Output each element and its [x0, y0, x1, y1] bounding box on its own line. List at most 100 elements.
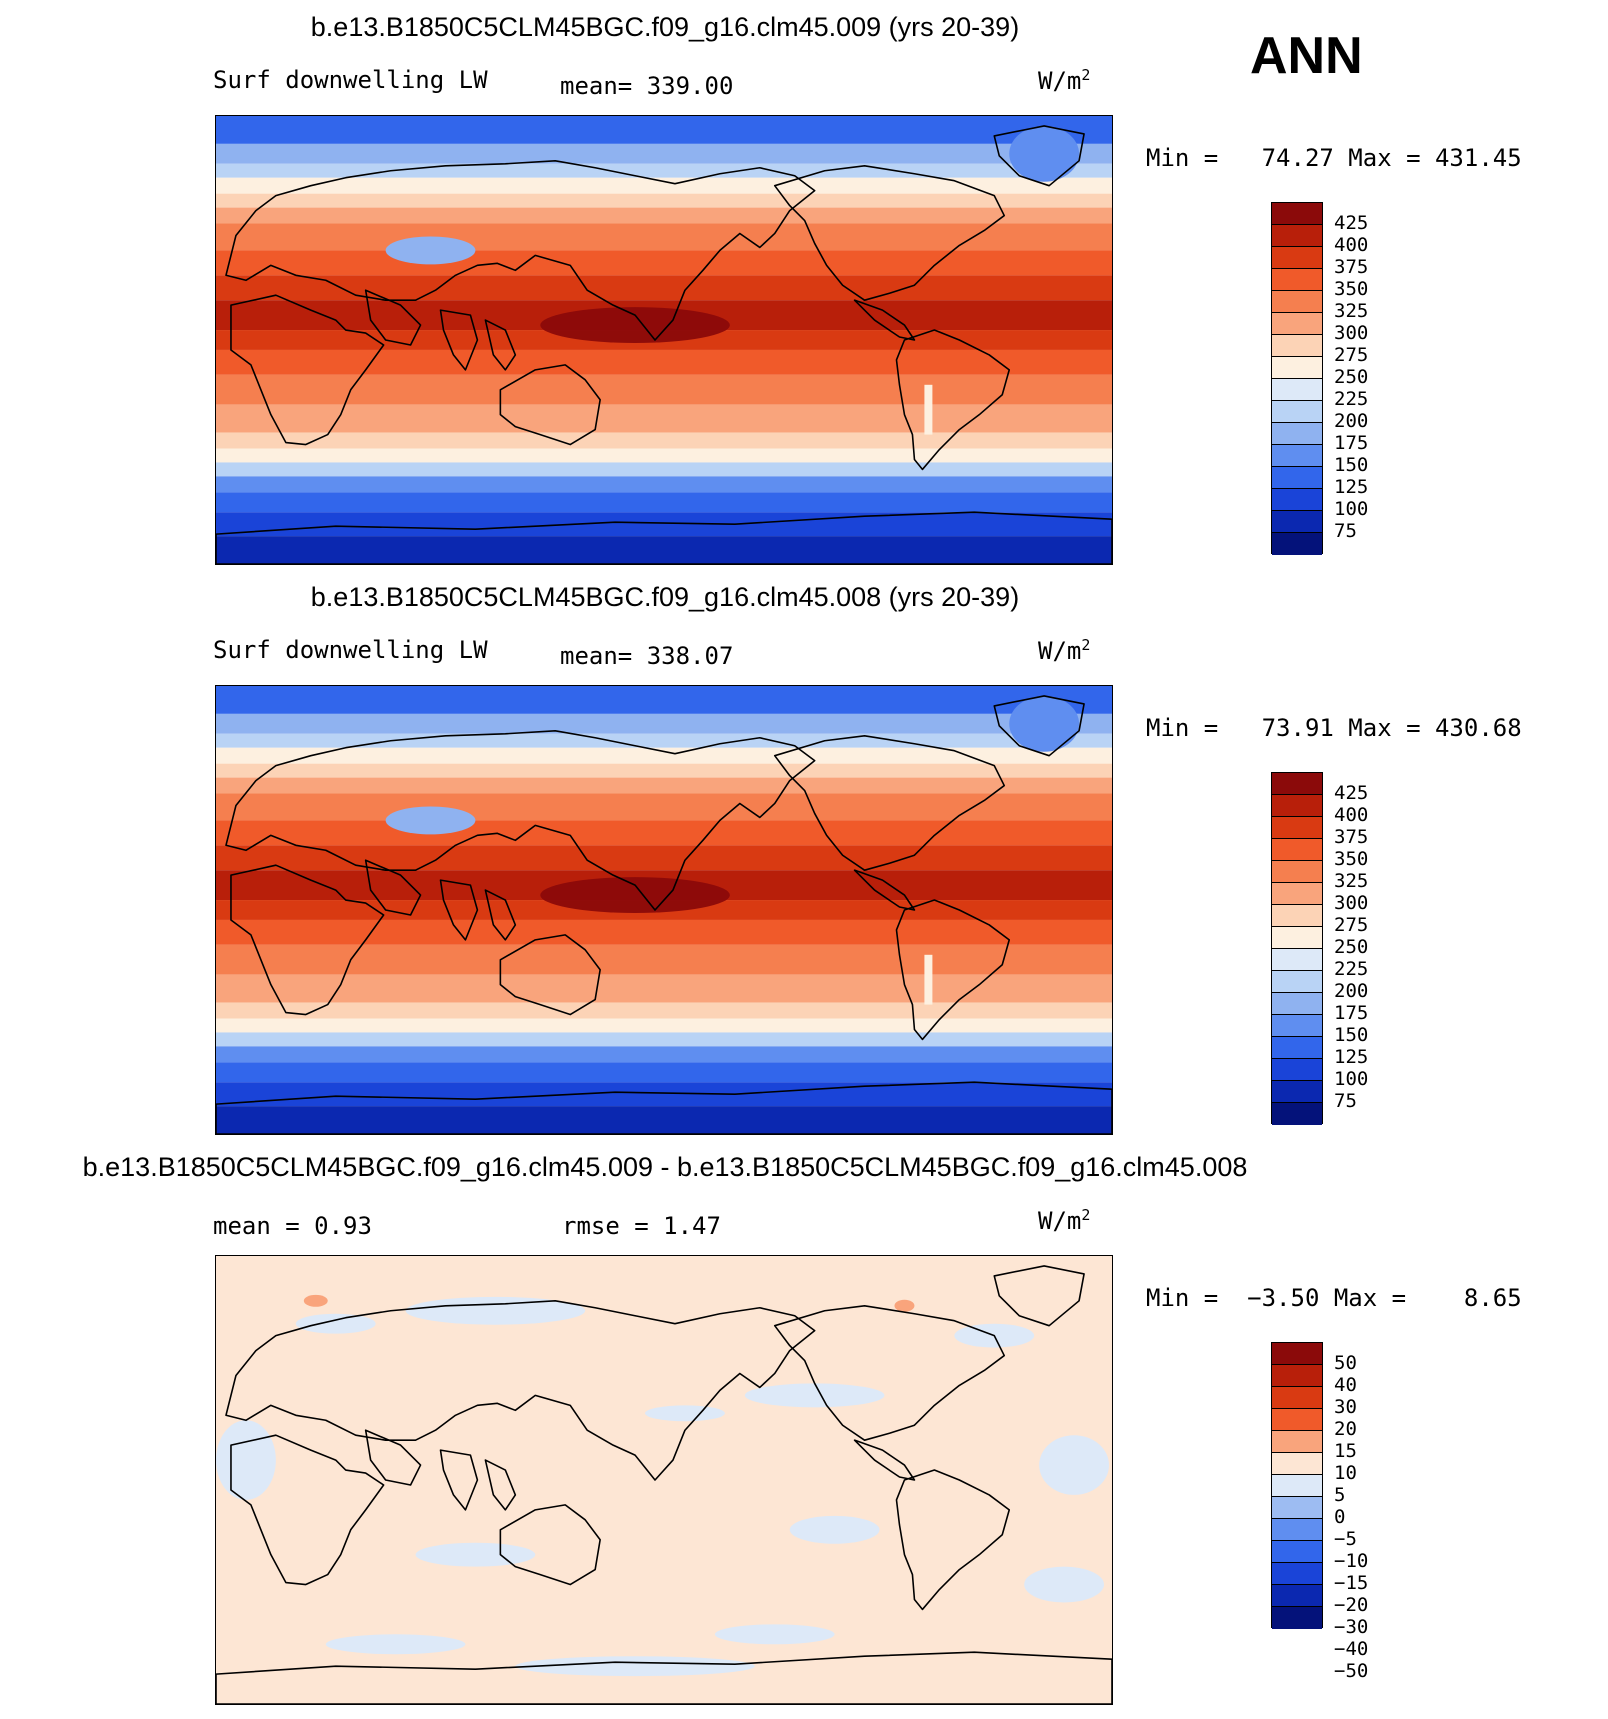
coastline: [993, 695, 1085, 757]
colorbar-swatch: [1272, 949, 1322, 971]
contour-band: [216, 163, 1112, 178]
map-panel-diff: b.e13.B1850C5CLM45BGC.f09_g16.clm45.009 …: [0, 1140, 1608, 1710]
colorbar-tick-label: 375: [1334, 256, 1369, 278]
colorbar-swatch: [1272, 489, 1322, 511]
contour-band: [216, 432, 1112, 449]
colorbar-tick-label: 200: [1334, 980, 1369, 1002]
contour-band: [216, 207, 1112, 224]
coastline: [853, 869, 916, 911]
contour-band: [216, 250, 1112, 276]
coastline: [225, 1300, 816, 1481]
andes-contour: [924, 954, 933, 1005]
season-label: ANN: [1250, 27, 1363, 85]
colorbar-tick-label: 400: [1334, 234, 1369, 256]
negative-anomaly-contour: [744, 1383, 885, 1408]
colorbar-swatch: [1272, 225, 1322, 247]
positive-anomaly-contour: [894, 1299, 915, 1312]
contour-band: [216, 1106, 1112, 1134]
colorbar-tick-label: 40: [1334, 1374, 1357, 1396]
panel-title: b.e13.B1850C5CLM45BGC.f09_g16.clm45.008 …: [310, 582, 1020, 612]
map-panel-1: b.e13.B1850C5CLM45BGC.f09_g16.clm45.009 …: [0, 0, 1608, 570]
panel-title: b.e13.B1850C5CLM45BGC.f09_g16.clm45.009 …: [310, 12, 1020, 42]
colorbar-swatch: [1272, 839, 1322, 861]
colorbar-tick-label: 100: [1334, 1068, 1369, 1090]
contour-band: [216, 512, 1112, 537]
colorbar-tick-label: 350: [1334, 278, 1369, 300]
colorbar-tick-label: 0: [1334, 1506, 1346, 1528]
colorbar-swatch: [1272, 1563, 1322, 1585]
negative-anomaly-contour: [789, 1515, 880, 1544]
coastline: [439, 309, 479, 371]
min-max-label: Min = 73.91 Max = 430.68: [1146, 714, 1522, 742]
colorbar-swatch: [1272, 817, 1322, 839]
colorbar-swatch: [1272, 335, 1322, 357]
coastline: [993, 125, 1085, 187]
negative-anomaly-contour: [325, 1634, 466, 1655]
colorbar-swatch: [1272, 1343, 1322, 1365]
contour-band: [216, 374, 1112, 405]
contour-band: [216, 919, 1112, 945]
colorbar-tick-label: 225: [1334, 388, 1369, 410]
contour-band: [216, 1002, 1112, 1019]
colorbar-tick-label: 425: [1334, 212, 1369, 234]
colorbar: [1271, 202, 1323, 555]
colorbar-tick-label: 325: [1334, 300, 1369, 322]
coastline: [225, 160, 816, 341]
panel-title: b.e13.B1850C5CLM45BGC.f09_g16.clm45.009 …: [82, 1152, 1248, 1182]
coastline: [773, 1304, 1006, 1441]
colorbar-tick-label: 425: [1334, 782, 1369, 804]
map-svg: [216, 116, 1112, 564]
coastline: [499, 364, 601, 446]
colorbar: [1271, 1342, 1323, 1629]
contour-band: [216, 713, 1112, 734]
coastline: [230, 294, 385, 446]
map-plot: [215, 115, 1113, 565]
colorbar-tick-label: 325: [1334, 870, 1369, 892]
colorbar-tick-label: 300: [1334, 322, 1369, 344]
rmse-label: rmse = 1.47: [562, 1212, 721, 1240]
contour-band: [216, 1082, 1112, 1107]
colorbar-swatch: [1272, 1387, 1322, 1409]
colorbar-swatch: [1272, 1607, 1322, 1629]
colorbar-tick-label: 150: [1334, 1024, 1369, 1046]
colorbar-swatch: [1272, 927, 1322, 949]
colorbar-tick-label: 350: [1334, 848, 1369, 870]
contour-band: [216, 462, 1112, 477]
contour-band: [216, 845, 1112, 871]
contour-band: [216, 143, 1112, 164]
colorbar-tick-label: 125: [1334, 1046, 1369, 1068]
colorbar-swatch: [1272, 269, 1322, 291]
colorbar-tick-label: 125: [1334, 476, 1369, 498]
negative-anomaly-contour: [216, 1420, 276, 1500]
colorbar-tick-label: −20: [1334, 1594, 1369, 1616]
warm-pool-contour: [540, 877, 730, 913]
colorbar-swatch: [1272, 1059, 1322, 1081]
contour-band: [216, 944, 1112, 975]
coastline: [216, 1651, 1112, 1704]
colorbar-tick-label: −10: [1334, 1550, 1369, 1572]
colorbar-tick-label: 275: [1334, 344, 1369, 366]
negative-anomaly-contour: [714, 1624, 835, 1645]
greenland-contour: [1009, 695, 1080, 752]
contour-band: [216, 193, 1112, 208]
colorbar-swatch: [1272, 1497, 1322, 1519]
colorbar-tick-label: 75: [1334, 1090, 1357, 1112]
colorbar-swatch: [1272, 1409, 1322, 1431]
colorbar-tick-label: 250: [1334, 936, 1369, 958]
mean-label: mean= 339.00: [560, 72, 734, 100]
warm-pool-contour: [540, 307, 730, 343]
colorbar-swatch: [1272, 795, 1322, 817]
contour-band: [216, 793, 1112, 821]
colorbar-tick-label: 10: [1334, 1462, 1357, 1484]
coastline: [499, 934, 601, 1016]
coastline: [364, 289, 422, 346]
contour-band: [216, 448, 1112, 463]
colorbar-swatch: [1272, 1103, 1322, 1125]
coastline: [853, 1439, 916, 1481]
colorbar-tick-label: 5: [1334, 1484, 1346, 1506]
coastline: [216, 1081, 1112, 1134]
colorbar-swatch: [1272, 1037, 1322, 1059]
colorbar-swatch: [1272, 291, 1322, 313]
colorbar-tick-label: 75: [1334, 520, 1357, 542]
colorbar-tick-label: 150: [1334, 454, 1369, 476]
